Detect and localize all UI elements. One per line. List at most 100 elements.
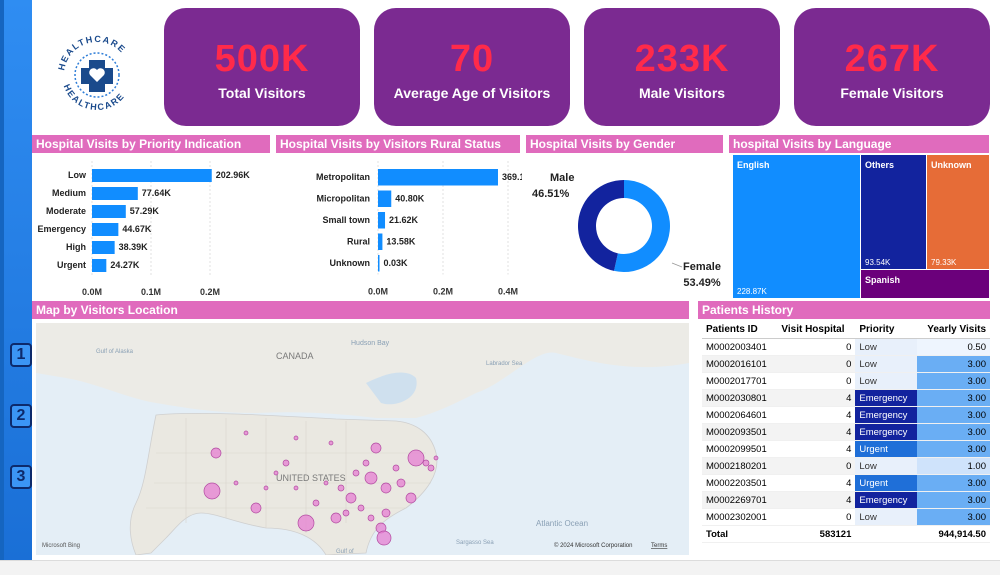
gender-chart-title: Hospital Visits by Gender xyxy=(526,135,723,153)
patient-id-cell: M0002180201 xyxy=(702,457,778,475)
table-row[interactable]: M0002180201 0 Low 1.00 xyxy=(702,457,990,475)
visit-hospital-cell: 0 xyxy=(777,338,856,356)
category-label: Micropolitan xyxy=(317,193,371,203)
category-label: Unknown xyxy=(330,258,371,268)
priority-cell: Low xyxy=(855,338,917,356)
rural-chart-title: Hospital Visits by Visitors Rural Status xyxy=(276,135,520,153)
nav-page-2-button[interactable]: 2 xyxy=(10,404,32,428)
tile-value: 228.87K xyxy=(737,287,767,296)
visit-hospital-cell: 0 xyxy=(777,508,856,526)
table-row[interactable]: M0002017701 0 Low 3.00 xyxy=(702,372,990,390)
gender-donut-chart: Male 46.51% Female 53.49% xyxy=(532,172,721,289)
yearly-visits-cell: 3.00 xyxy=(916,508,990,526)
data-label: 44.67K xyxy=(122,224,152,234)
visitors-location-map[interactable]: CANADA UNITED STATES Hudson Bay Gulf of … xyxy=(36,323,689,555)
visit-hospital-cell: 4 xyxy=(777,474,856,492)
leader-line xyxy=(671,262,683,268)
slice-value: 46.51% xyxy=(532,188,570,200)
x-tick-label: 0.1M xyxy=(141,287,161,297)
table-row[interactable]: M0002064601 4 Emergency 3.00 xyxy=(702,406,990,424)
bing-logo: Microsoft Bing xyxy=(42,543,80,549)
map-title: Map by Visitors Location xyxy=(32,301,689,319)
bar xyxy=(378,212,386,229)
priority-cell: Emergency xyxy=(855,423,917,441)
priority-bar-chart: 0.0M 0.1M 0.2M Low 202.96K Medium 77.64K Modera… xyxy=(37,161,250,297)
patient-id-cell: M0002302001 xyxy=(702,508,778,526)
language-treemap-chart: English 228.87K Others 93.54K Unknown 79.33K S… xyxy=(733,155,989,298)
dashboard-canvas: HEALTHCARE HEALTHCARE 500K Total Visitor… xyxy=(32,0,1000,560)
patient-id-cell: M0002017701 xyxy=(702,372,778,390)
yearly-visits-cell: 1.00 xyxy=(916,457,990,475)
patients-history-table: Patients ID Visit Hospital Priority Year… xyxy=(702,321,990,543)
table-row[interactable]: M0002269701 4 Emergency 3.00 xyxy=(702,491,990,509)
tile-label: Unknown xyxy=(931,160,972,170)
category-label: Urgent xyxy=(57,260,86,270)
x-tick-label: 0.2M xyxy=(200,287,220,297)
table-row[interactable]: M0002093501 4 Emergency 3.00 xyxy=(702,423,990,441)
category-label: Small town xyxy=(322,215,370,225)
kpi-male-visitors: 233K Male Visitors xyxy=(584,8,780,126)
col-yearly-visits[interactable]: Yearly Visits xyxy=(916,321,990,339)
data-label: 0.03K xyxy=(384,258,409,268)
map-label-united-states: UNITED STATES xyxy=(276,473,346,483)
kpi-label: Male Visitors xyxy=(638,85,726,101)
total-yearly: 944,914.50 xyxy=(916,525,990,543)
x-tick-label: 0.2M xyxy=(433,287,453,297)
kpi-label: Female Visitors xyxy=(840,85,944,101)
map-label-hudson-bay: Hudson Bay xyxy=(351,340,390,347)
col-visit-hospital[interactable]: Visit Hospital xyxy=(777,321,856,339)
patient-id-cell: M0002003401 xyxy=(702,338,778,356)
slice-label: Male xyxy=(550,172,574,184)
visit-hospital-cell: 4 xyxy=(777,389,856,407)
col-priority[interactable]: Priority xyxy=(855,321,917,339)
data-label: 38.39K xyxy=(119,242,149,252)
priority-cell: Emergency xyxy=(855,406,917,424)
slice-male xyxy=(578,180,624,271)
rural-bar-chart: 0.0M 0.2M 0.4M Metropolitan 369.19K Micropoli… xyxy=(316,161,522,297)
kpi-label: Total Visitors xyxy=(218,85,306,101)
category-label: Rural xyxy=(347,236,370,246)
treemap-tile-english xyxy=(733,155,860,298)
patient-id-cell: M0002203501 xyxy=(702,474,778,492)
visit-hospital-cell: 0 xyxy=(777,355,856,373)
tile-label: English xyxy=(737,160,770,170)
tile-value: 79.33K xyxy=(931,258,957,267)
map-label-gulf-of-alaska: Gulf of Alaska xyxy=(96,349,134,355)
table-row[interactable]: M0002030801 4 Emergency 3.00 xyxy=(702,389,990,407)
table-row[interactable]: M0002302001 0 Low 3.00 xyxy=(702,508,990,526)
table-row[interactable]: M0002203501 4 Urgent 3.00 xyxy=(702,474,990,492)
slice-label: Female xyxy=(683,261,721,273)
total-visit: 583121 xyxy=(777,525,856,543)
priority-chart-title: Hospital Visits by Priority Indication xyxy=(32,135,270,153)
category-label: Medium xyxy=(52,188,86,198)
table-row[interactable]: M0002016101 0 Low 3.00 xyxy=(702,355,990,373)
data-label: 40.80K xyxy=(395,193,425,203)
data-label: 57.29K xyxy=(130,206,160,216)
bar xyxy=(378,233,383,250)
priority-cell: Low xyxy=(855,508,917,526)
priority-cell: Low xyxy=(855,372,917,390)
kpi-label: Average Age of Visitors xyxy=(393,85,551,101)
kpi-value: 70 xyxy=(449,38,495,80)
yearly-visits-cell: 3.00 xyxy=(916,406,990,424)
map-label-atlantic-ocean: Atlantic Ocean xyxy=(536,519,588,528)
total-label: Total xyxy=(702,525,778,543)
kpi-female-visitors: 267K Female Visitors xyxy=(794,8,990,126)
col-patients-id[interactable]: Patients ID xyxy=(702,321,778,339)
patients-history-title: Patients History xyxy=(698,301,990,319)
kpi-value: 233K xyxy=(634,38,730,80)
patient-id-cell: M0002030801 xyxy=(702,389,778,407)
table-total-row: Total 583121 944,914.50 xyxy=(702,525,990,543)
data-label: 13.58K xyxy=(386,236,416,246)
yearly-visits-cell: 3.00 xyxy=(916,355,990,373)
nav-page-1-button[interactable]: 1 xyxy=(10,343,32,367)
bar xyxy=(92,223,119,236)
patient-id-cell: M0002093501 xyxy=(702,423,778,441)
visit-hospital-cell: 4 xyxy=(777,440,856,458)
nav-page-3-button[interactable]: 3 xyxy=(10,465,32,489)
table-row[interactable]: M0002003401 0 Low 0.50 xyxy=(702,338,990,356)
priority-cell: Emergency xyxy=(855,491,917,509)
bar xyxy=(92,259,107,272)
table-row[interactable]: M0002099501 4 Urgent 3.00 xyxy=(702,440,990,458)
tile-value: 93.54K xyxy=(865,258,891,267)
